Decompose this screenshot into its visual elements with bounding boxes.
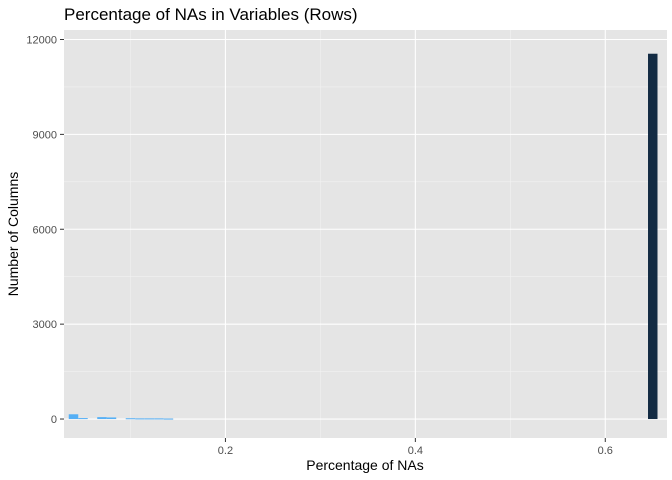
plot-panel bbox=[64, 30, 667, 438]
chart-title: Percentage of NAs in Variables (Rows) bbox=[64, 5, 358, 24]
histogram-bar bbox=[125, 418, 136, 420]
y-axis-title: Number of Columns bbox=[5, 172, 21, 297]
y-tick-label: 0 bbox=[51, 414, 57, 426]
y-tick-label: 9000 bbox=[33, 129, 57, 141]
histogram-bar bbox=[68, 414, 79, 420]
x-axis-title: Percentage of NAs bbox=[306, 457, 424, 473]
x-tick-label: 0.2 bbox=[218, 445, 233, 457]
x-tick-label: 0.6 bbox=[598, 445, 613, 457]
histogram-bar bbox=[648, 53, 658, 420]
x-axis: 0.2 0.4 0.6 bbox=[218, 438, 613, 457]
histogram-bar bbox=[135, 418, 145, 420]
y-tick-label: 6000 bbox=[33, 224, 57, 236]
x-tick-label: 0.4 bbox=[408, 445, 423, 457]
histogram-bar bbox=[144, 418, 155, 420]
histogram-bar bbox=[78, 418, 88, 420]
histogram-bar bbox=[106, 417, 117, 420]
y-tick-label: 12000 bbox=[26, 34, 57, 46]
y-tick-label: 3000 bbox=[33, 319, 57, 331]
bars bbox=[68, 53, 658, 420]
y-axis: 0 3000 6000 9000 12000 bbox=[26, 34, 64, 426]
histogram-bar bbox=[97, 417, 107, 420]
histogram-bar bbox=[154, 418, 164, 420]
histogram-bar bbox=[163, 418, 174, 420]
